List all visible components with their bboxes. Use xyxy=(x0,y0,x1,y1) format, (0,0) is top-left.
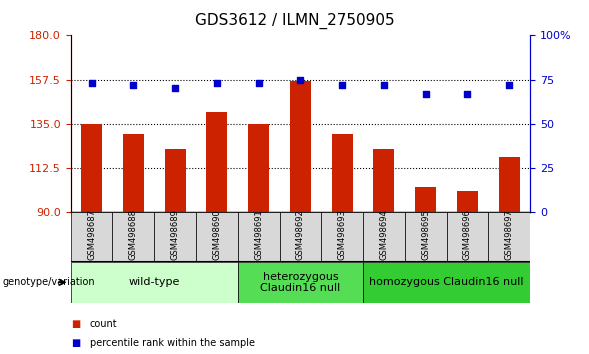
Point xyxy=(463,91,472,97)
Bar xyxy=(415,187,436,212)
Bar xyxy=(81,124,102,212)
Text: heterozygous
Claudin16 null: heterozygous Claudin16 null xyxy=(260,272,340,293)
Bar xyxy=(71,262,238,303)
Bar xyxy=(363,212,405,262)
Point xyxy=(505,82,514,88)
Bar xyxy=(321,212,363,262)
Text: GSM498687: GSM498687 xyxy=(87,209,96,260)
Point xyxy=(170,85,180,91)
Bar xyxy=(363,262,530,303)
Bar xyxy=(373,149,395,212)
Point xyxy=(128,82,138,88)
Text: percentile rank within the sample: percentile rank within the sample xyxy=(90,338,254,348)
Text: ■: ■ xyxy=(71,338,80,348)
Bar xyxy=(112,212,154,262)
Bar xyxy=(248,124,269,212)
Text: ■: ■ xyxy=(71,319,80,329)
Bar xyxy=(238,262,363,303)
Bar xyxy=(238,212,280,262)
Bar xyxy=(332,134,353,212)
Text: count: count xyxy=(90,319,117,329)
Point xyxy=(379,82,389,88)
Point xyxy=(296,77,305,82)
Text: GSM498695: GSM498695 xyxy=(421,209,430,260)
Bar xyxy=(123,134,144,212)
Text: GSM498691: GSM498691 xyxy=(254,209,263,260)
Text: GDS3612 / ILMN_2750905: GDS3612 / ILMN_2750905 xyxy=(195,12,394,29)
Text: GSM498690: GSM498690 xyxy=(213,209,221,260)
Bar xyxy=(280,212,321,262)
Bar xyxy=(196,212,238,262)
Bar xyxy=(165,149,186,212)
Bar xyxy=(71,212,112,262)
Point xyxy=(254,80,263,86)
Bar xyxy=(405,212,446,262)
Text: GSM498689: GSM498689 xyxy=(171,209,180,260)
Bar xyxy=(154,212,196,262)
Text: GSM498693: GSM498693 xyxy=(337,209,347,260)
Bar xyxy=(488,212,530,262)
Text: GSM498688: GSM498688 xyxy=(129,209,138,260)
Text: wild-type: wild-type xyxy=(128,277,180,287)
Point xyxy=(337,82,347,88)
Text: GSM498694: GSM498694 xyxy=(379,209,388,260)
Text: GSM498692: GSM498692 xyxy=(296,209,305,260)
Bar xyxy=(499,157,519,212)
Text: GSM498696: GSM498696 xyxy=(463,209,472,260)
Point xyxy=(212,80,221,86)
Point xyxy=(421,91,431,97)
Text: homozygous Claudin16 null: homozygous Claudin16 null xyxy=(369,277,524,287)
Bar xyxy=(206,112,227,212)
Bar xyxy=(290,81,311,212)
Text: genotype/variation: genotype/variation xyxy=(3,277,95,287)
Point xyxy=(87,80,96,86)
Bar xyxy=(457,191,478,212)
Text: GSM498697: GSM498697 xyxy=(505,209,514,260)
Bar xyxy=(446,212,488,262)
